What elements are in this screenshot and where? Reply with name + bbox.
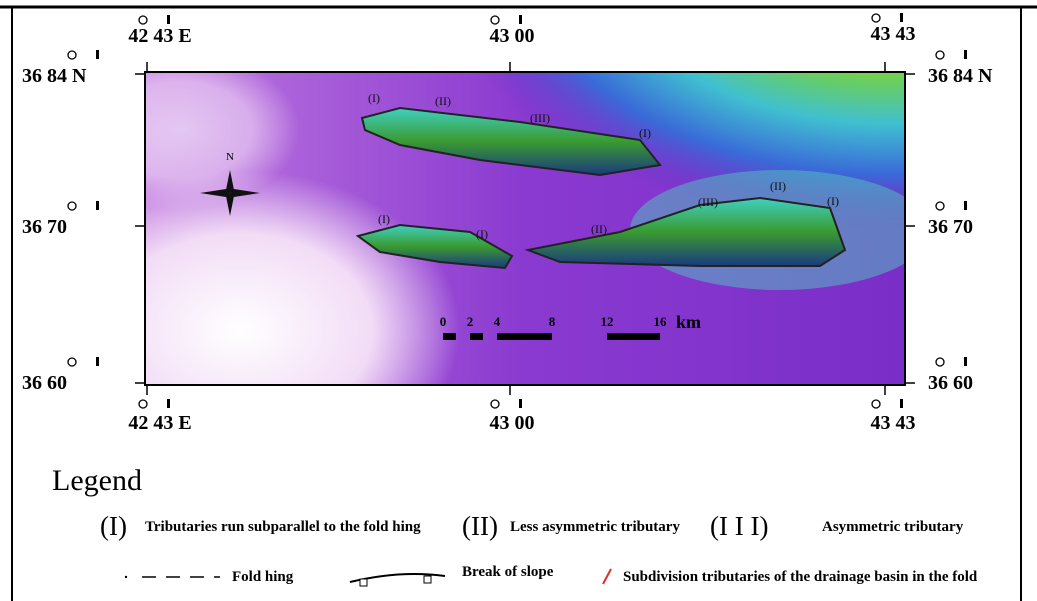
degree-mark (936, 51, 944, 59)
minute-mark (900, 13, 903, 22)
coord-label: 43 00 (490, 25, 535, 47)
degree-mark (872, 400, 880, 408)
degree-mark (872, 14, 880, 22)
fold-label: (I) (827, 194, 839, 208)
fold-label: (II) (770, 179, 786, 193)
legend-symbol: (I) (100, 511, 127, 541)
break-of-slope-symbol (350, 574, 445, 586)
coord-label: 43 43 (871, 412, 916, 434)
fold-label: (I) (378, 212, 390, 226)
subdivision-symbol (603, 569, 611, 584)
legend-symbol: (I I I) (710, 511, 768, 541)
fold-label: (I) (476, 227, 488, 241)
minute-mark (519, 399, 522, 408)
scale-label: 12 (601, 314, 614, 329)
scale-label: 2 (467, 314, 474, 329)
legend-label: Break of slope (462, 564, 554, 580)
degree-mark (139, 16, 147, 24)
legend-label: Tributaries run subparallel to the fold … (145, 519, 421, 535)
fold-label: (III) (698, 195, 718, 209)
minute-mark (167, 15, 170, 24)
minute-mark (519, 15, 522, 24)
legend-label: Subdivision tributaries of the drainage … (623, 569, 978, 585)
coord-label: 36 60 (22, 372, 67, 394)
compass-label: N (226, 151, 234, 163)
coord-label: 36 60 (928, 372, 973, 394)
figure: N Legend (I) Tributaries run subparallel… (0, 0, 1037, 601)
minute-mark (96, 201, 99, 210)
scale-unit: km (676, 312, 701, 332)
coord-label: 42 43 E (128, 412, 191, 434)
legend-label: Fold hing (232, 569, 294, 585)
coord-label: 42 43 E (128, 25, 191, 47)
scale-label: 4 (494, 314, 501, 329)
degree-mark (68, 202, 76, 210)
minute-mark (964, 50, 967, 59)
scale-label: 8 (549, 314, 556, 329)
degree-mark (491, 400, 499, 408)
coord-label: 36 70 (22, 216, 67, 238)
fold-label: (II) (435, 94, 451, 108)
coord-label: 43 00 (490, 412, 535, 434)
minute-mark (96, 357, 99, 366)
scale-label: 16 (654, 314, 668, 329)
coord-label: 36 84 N (928, 65, 993, 87)
scale-bar (443, 333, 660, 340)
fold-label: (I) (368, 91, 380, 105)
coord-label: 36 70 (928, 216, 973, 238)
degree-mark (491, 16, 499, 24)
fold-hinge-symbol (125, 576, 220, 578)
minute-mark (167, 399, 170, 408)
minute-mark (964, 357, 967, 366)
degree-mark (139, 400, 147, 408)
legend-label: Asymmetric tributary (822, 519, 964, 535)
degree-mark (936, 358, 944, 366)
coord-label: 43 43 (871, 23, 916, 45)
coord-label: 36 84 N (22, 65, 87, 87)
degree-mark (68, 358, 76, 366)
fold-label: (I) (639, 126, 651, 140)
fold-label: (III) (530, 111, 550, 125)
minute-mark (96, 50, 99, 59)
degree-mark (68, 51, 76, 59)
minute-mark (900, 399, 903, 408)
minute-mark (964, 201, 967, 210)
legend-label: Less asymmetric tributary (510, 519, 680, 535)
legend-symbol: (II) (462, 511, 498, 541)
degree-mark (936, 202, 944, 210)
scale-label: 0 (440, 314, 447, 329)
legend-title: Legend (52, 464, 142, 497)
fold-label: (II) (591, 222, 607, 236)
